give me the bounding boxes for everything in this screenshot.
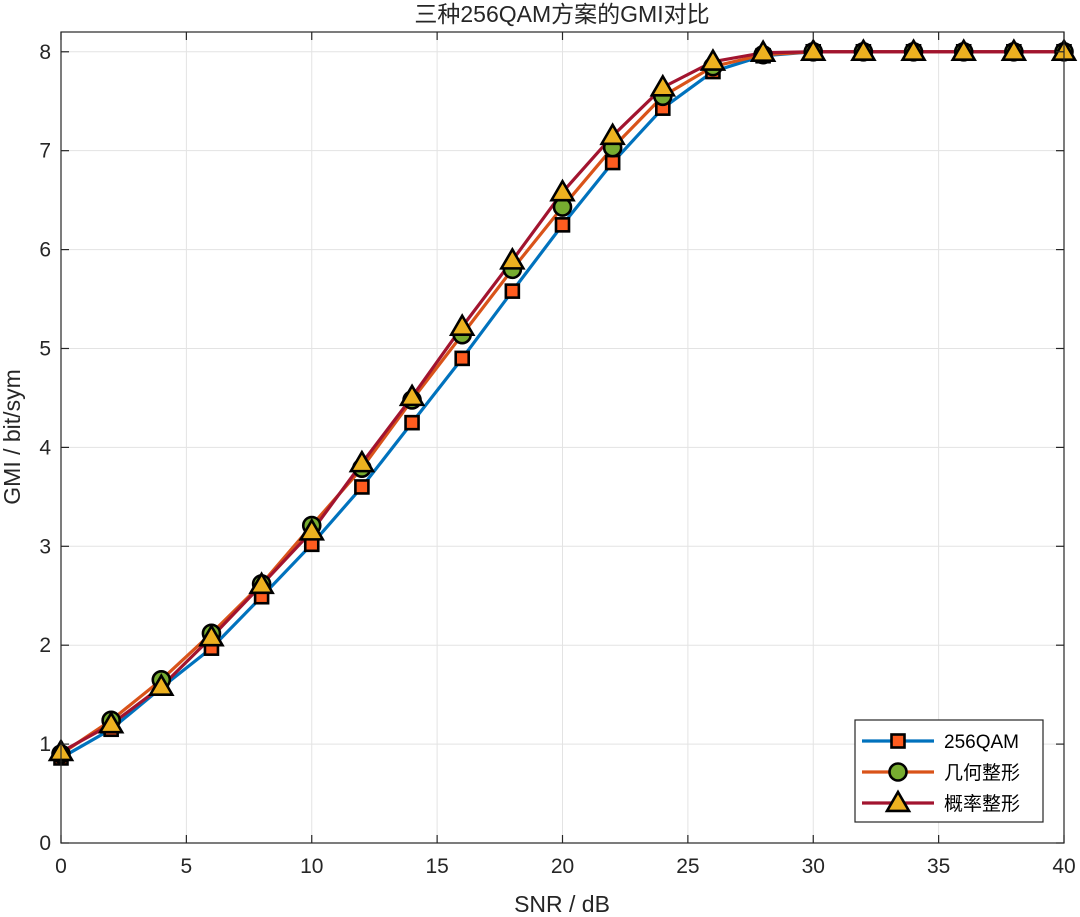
x-tick-label: 0 [55, 855, 67, 878]
legend-label-1: 256QAM [944, 732, 1019, 753]
x-tick-label: 35 [927, 855, 950, 878]
y-tick-label: 5 [39, 337, 51, 360]
data-point-3 [900, 38, 927, 62]
series-markers [47, 38, 1078, 766]
data-point-3 [448, 313, 476, 336]
data-point-3 [950, 38, 977, 62]
data-point-3 [499, 246, 526, 270]
data-point-3 [549, 178, 576, 202]
series-markers-3 [47, 38, 1078, 762]
data-point-3 [148, 673, 175, 696]
y-tick-label: 4 [39, 436, 51, 459]
x-tick-label: 15 [425, 855, 448, 878]
y-tick-label: 1 [39, 733, 51, 756]
data-point-3 [97, 710, 125, 734]
ticks [60, 32, 1065, 844]
data-point-3 [599, 122, 626, 146]
data-point-3 [699, 48, 727, 71]
chart-title: 三种256QAM方案的GMI对比 [414, 1, 709, 27]
data-point-1 [354, 479, 370, 495]
data-point-3 [850, 38, 877, 62]
x-tick-label: 40 [1052, 855, 1075, 878]
data-point-1 [504, 283, 521, 299]
data-point-3 [348, 449, 376, 473]
data-point-3 [799, 38, 827, 62]
y-tick-label: 7 [39, 140, 51, 163]
x-tick-label: 30 [802, 855, 825, 878]
data-point-3 [749, 39, 777, 62]
y-tick-label: 3 [39, 535, 51, 558]
data-point-1 [554, 217, 571, 233]
x-tick-label: 20 [551, 855, 574, 878]
y-axis-label: GMI / bit/sym [0, 369, 25, 504]
legend-label-2: 几何整形 [944, 762, 1020, 784]
data-point-1 [454, 350, 471, 367]
x-tick-label: 10 [300, 855, 323, 878]
data-point-3 [649, 73, 677, 97]
x-tick-label: 5 [181, 855, 193, 878]
data-point-1 [404, 414, 420, 431]
y-tick-label: 8 [39, 41, 51, 64]
data-point-3 [198, 623, 225, 647]
data-point-3 [248, 571, 275, 595]
legend-label-3: 概率整形 [944, 793, 1020, 815]
y-tick-label: 0 [39, 832, 51, 855]
x-tick-label: 25 [676, 855, 699, 878]
legend-marker-2 [888, 762, 908, 782]
y-tick-labels: 0 1 2 3 4 5 6 7 8 [39, 41, 51, 855]
y-tick-label: 6 [39, 239, 51, 262]
legend-box [854, 719, 1044, 823]
x-axis-label: SNR / dB [514, 891, 610, 917]
legend-marker-1 [890, 733, 906, 749]
grid [60, 32, 1065, 844]
x-tick-labels: 0 5 10 15 20 25 30 35 40 [55, 855, 1076, 878]
data-point-3 [298, 517, 326, 541]
data-point-3 [398, 383, 426, 407]
data-point-3 [1000, 38, 1028, 62]
y-tick-label: 2 [39, 634, 51, 657]
data-point-1 [604, 154, 621, 171]
legend-marker-3 [884, 789, 912, 813]
